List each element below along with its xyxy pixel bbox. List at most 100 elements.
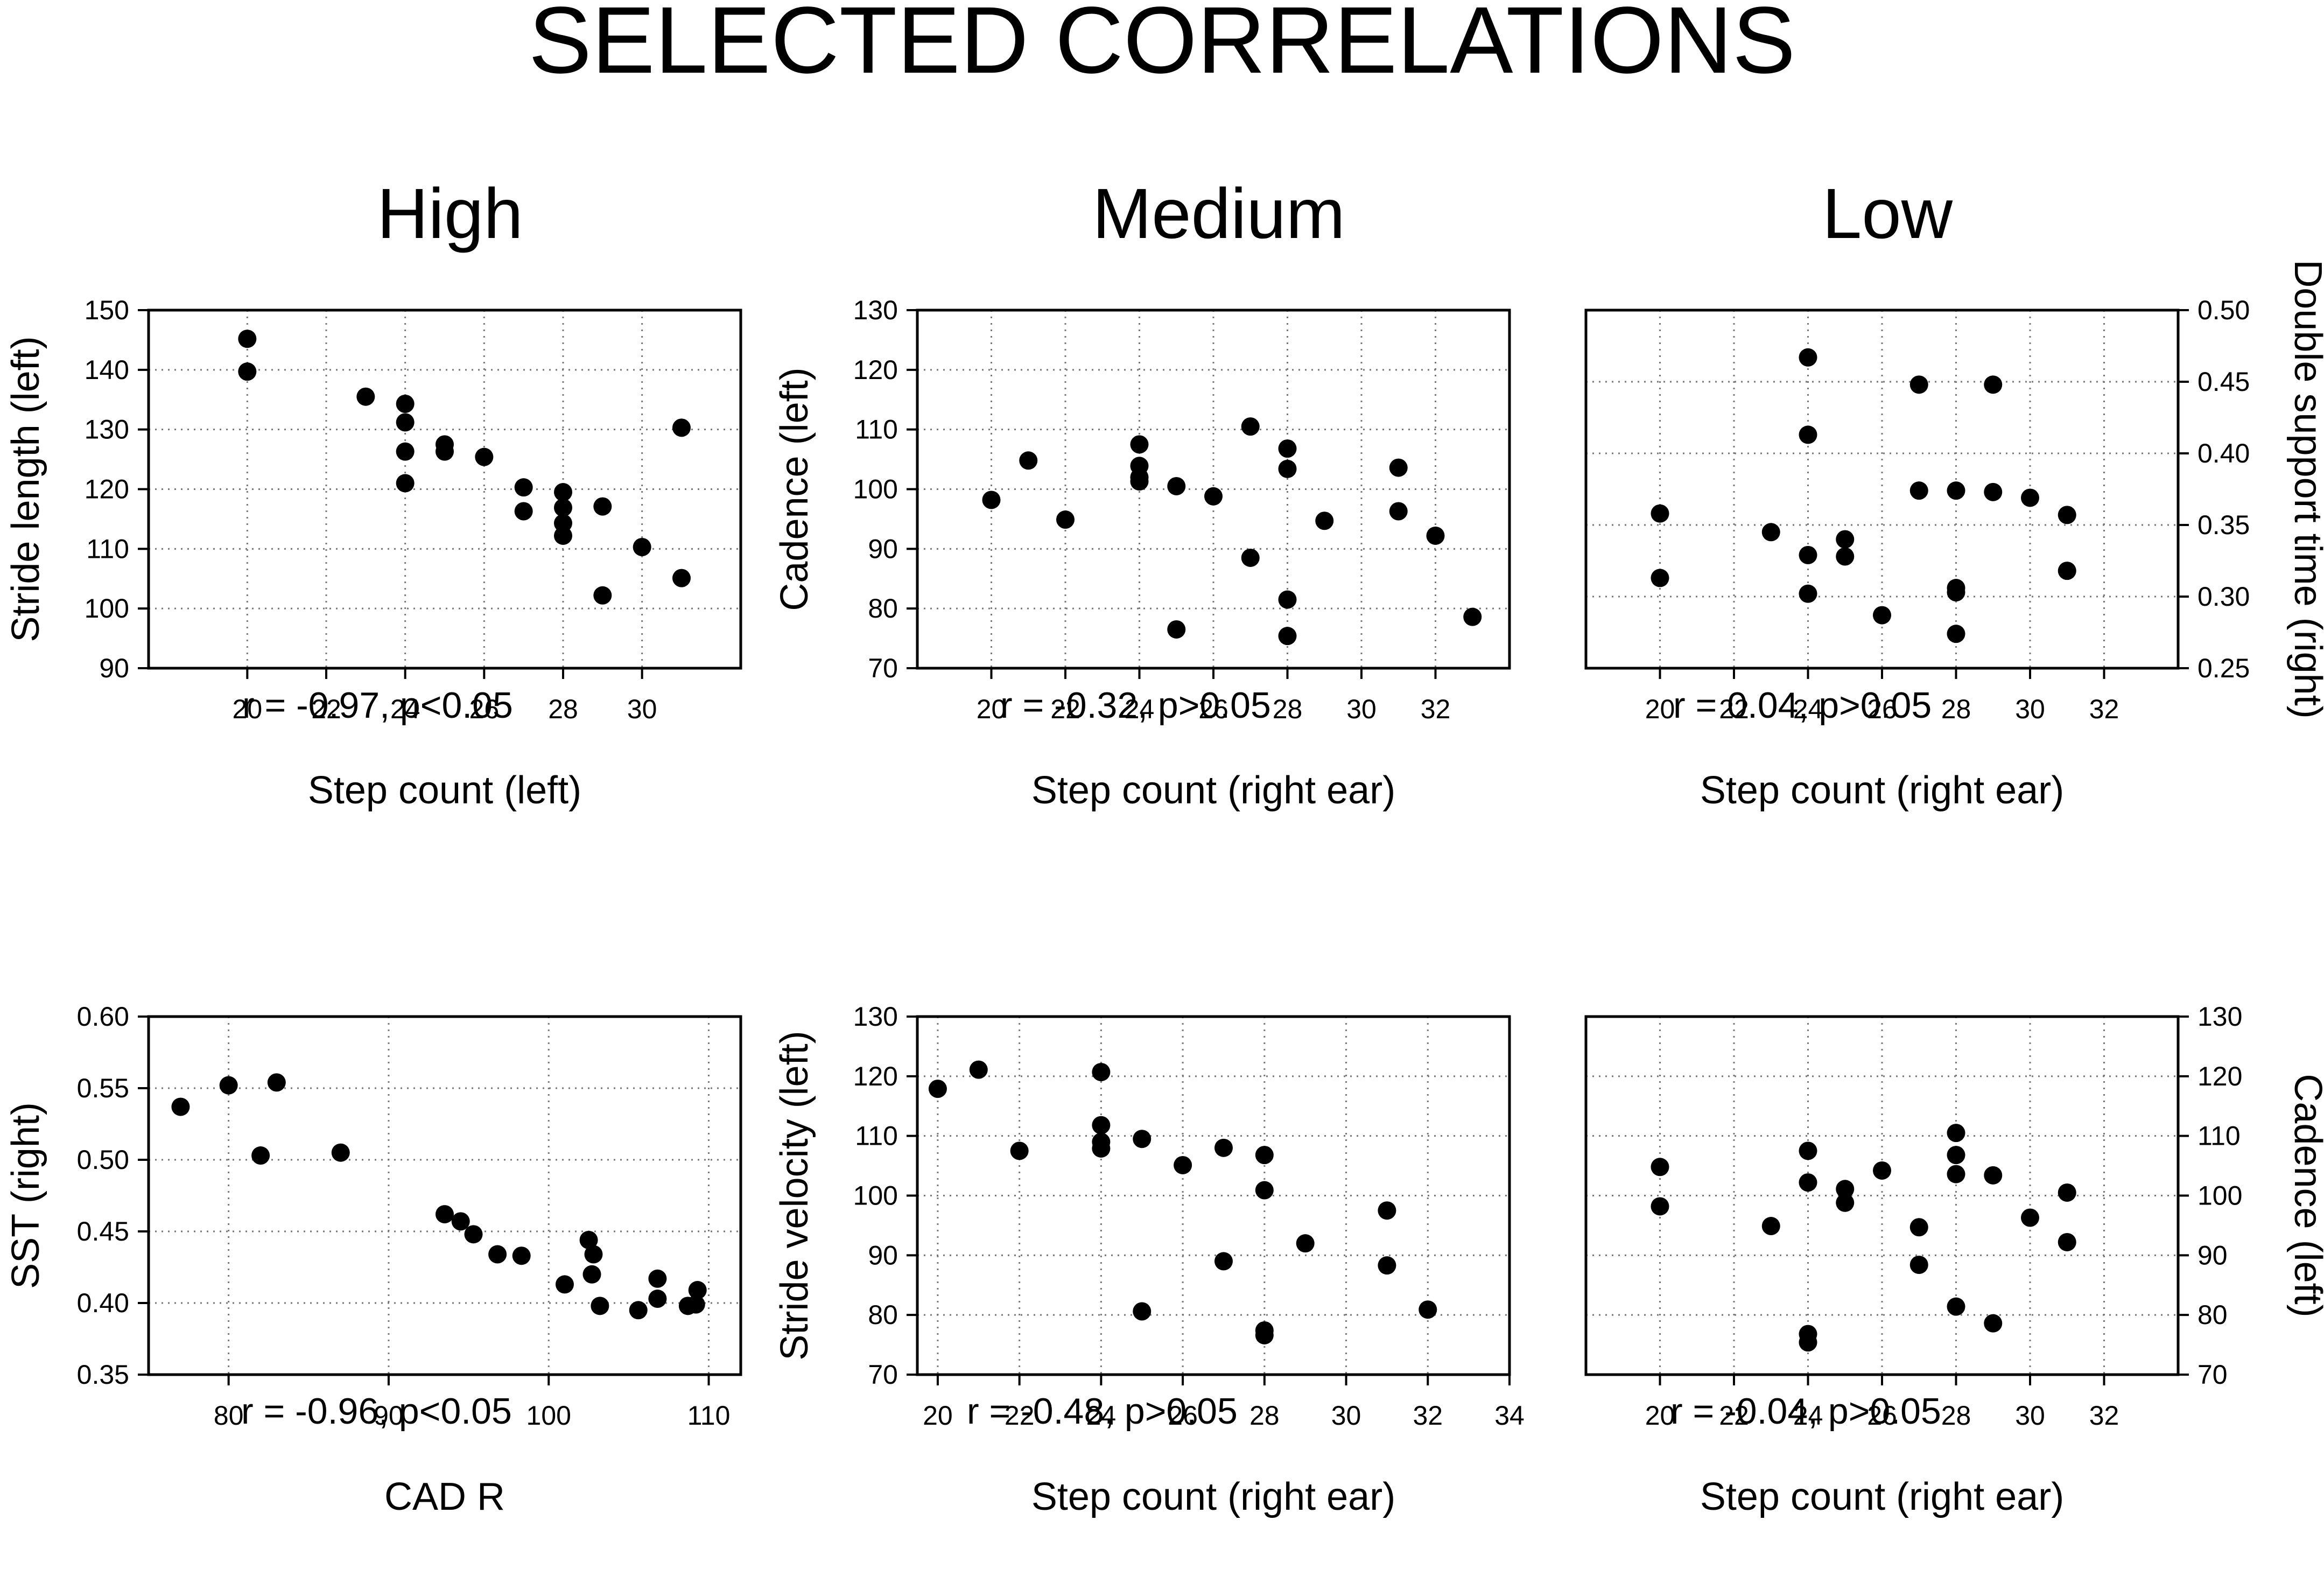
column-title-medium: Medium [1092,174,1345,253]
x-tick-label: 26 [469,694,500,724]
data-point [554,514,572,533]
data-point [1947,1146,1965,1165]
x-tick-label: 24 [1793,1400,1823,1431]
x-tick-label: 110 [687,1400,731,1431]
data-point [1799,545,1817,564]
x-tick-label: 32 [2089,694,2119,724]
data-point [1278,459,1297,478]
data-point [1984,482,2003,501]
data-point [1378,1256,1396,1275]
x-tick-label: 32 [1421,694,1451,724]
data-point [1761,523,1780,542]
data-point [1909,1256,1928,1274]
data-point [1873,1161,1891,1180]
data-point [1010,1141,1029,1160]
correlation-annotation: r = -0.04, p>0.05 [1670,1391,1941,1432]
y-axis-label: Cadence (left) [773,367,816,611]
correlation-annotation: r = -0.96, p<0.05 [241,1391,512,1432]
chart-low-top: 20 22 24 26 28 30 32 0.25 0.30 0.35 0.40 0.45 0.50 r … [1584,260,2324,812]
y-tick-label: 100 [853,1181,898,1211]
data-point [1426,526,1445,545]
data-point [512,1246,531,1265]
data-point [1463,607,1482,626]
correlation-annotation: r = -0.97, p<0.05 [242,685,513,726]
data-point [554,483,572,502]
data-point [1947,1124,1965,1143]
x-tick-label: 28 [1273,694,1303,724]
data-point [1174,1155,1192,1174]
data-point [672,569,691,587]
x-tick-label: 20 [923,1400,953,1431]
chart-medium-bottom: 20 22 24 26 28 30 32 34 70 80 90 100 110 120 130 r = -0… [773,1001,1525,1518]
correlation-annotation: r = -0.48, p>0.05 [967,1391,1238,1432]
data-point [629,1301,648,1320]
y-tick-label: 100 [2197,1181,2242,1211]
data-point [686,1295,705,1314]
data-point [554,498,572,517]
data-point [1799,1173,1817,1192]
x-axis-label: Step count (right ear) [1700,769,2064,812]
data-point [1130,435,1149,454]
x-axis-label: Step count (right ear) [1031,769,1395,812]
data-point [1056,510,1075,529]
data-point [579,1230,598,1249]
data-point [688,1281,707,1300]
y-tick-label: 0.60 [77,1001,129,1032]
data-point [648,1290,667,1308]
y-tick-label: 120 [853,355,898,385]
plot-frame [916,1015,1511,1376]
data-point [1909,1218,1928,1237]
data-point [1836,1180,1855,1199]
data-point [672,418,691,437]
data-point [1651,569,1669,587]
data-point [1133,1130,1152,1148]
data-point [1241,417,1260,436]
y-tick-label: 130 [2197,1001,2242,1032]
y-axis-label: Cadence (left) [2286,1074,2324,1317]
y-tick-label: 140 [85,355,129,385]
y-tick-label: 0.30 [2197,582,2250,612]
data-point [1133,1302,1152,1321]
x-tick-label: 80 [214,1400,244,1431]
data-point [238,330,257,348]
data-point [1947,1165,1965,1183]
plot-frame [1584,309,2180,670]
y-tick-label: 90 [2197,1240,2228,1270]
y-tick-label: 120 [85,474,129,505]
y-tick-label: 110 [86,534,129,564]
data-point [1378,1201,1396,1220]
data-point [1296,1234,1315,1253]
data-point [591,1297,609,1315]
x-axis-label: CAD R [384,1475,505,1518]
y-tick-label: 100 [85,593,129,624]
data-point [1389,458,1408,477]
y-tick-label: 70 [2197,1360,2228,1390]
data-point [396,395,415,414]
y-axis-label: Stride length (left) [4,336,47,642]
data-point [1278,627,1297,646]
data-point [1799,425,1817,444]
x-tick-label: 20 [1645,1400,1675,1431]
y-tick-label: 90 [868,1240,898,1270]
data-point [436,442,454,461]
x-tick-label: 26 [1867,694,1897,724]
x-tick-label: 100 [526,1400,571,1431]
x-tick-label: 22 [311,694,341,724]
data-point [1909,375,1928,394]
data-point [1092,1139,1111,1158]
data-point [555,1275,574,1294]
y-tick-label: 130 [853,295,898,325]
data-point [1092,1063,1111,1082]
data-point [464,1225,483,1244]
correlation-annotation: r = -0.32, p>0.05 [1000,685,1271,726]
chart-medium-top: 20 22 24 26 28 30 32 70 80 90 100 110 120 130 r = -0.3… [773,295,1511,812]
y-tick-label: 0.55 [77,1073,129,1103]
data-point [2021,1208,2039,1227]
data-point [1799,584,1817,603]
data-point [1315,512,1334,530]
x-tick-label: 28 [1941,694,1971,724]
data-point [1255,1181,1274,1200]
data-point [396,442,415,461]
x-tick-label: 20 [1645,694,1675,724]
